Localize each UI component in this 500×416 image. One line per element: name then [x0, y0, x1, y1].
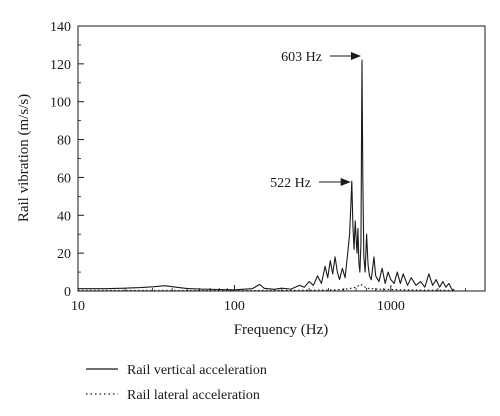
plot-frame [77, 25, 486, 292]
y-tick-label: 40 [57, 209, 71, 224]
annotation-label: 522 Hz [270, 176, 311, 191]
series-vertical-line [78, 59, 455, 291]
y-tick-label: 120 [50, 58, 71, 73]
x-tick-label: 1000 [377, 299, 405, 314]
series-layer [78, 59, 455, 292]
x-tick-label: 10 [71, 299, 85, 314]
annotations: 603 Hz 522 Hz [270, 50, 361, 191]
y-tick-label: 140 [50, 20, 71, 35]
legend-label-vertical: Rail vertical acceleration [127, 363, 267, 378]
annotation-label: 603 Hz [281, 50, 322, 65]
y-tick-label: 0 [64, 285, 71, 300]
y-axis-title: Rail vibration (m/s/s) [16, 94, 32, 222]
y-tick-label: 60 [57, 171, 71, 186]
y-tick-label: 20 [57, 247, 71, 262]
legend: Rail vertical acceleration Rail lateral … [86, 363, 267, 403]
y-tick-label: 80 [57, 134, 71, 149]
x-tick-label: 100 [224, 299, 245, 314]
x-axis-ticks: 10 100 1000 [71, 285, 486, 314]
y-axis-ticks: 0 20 40 60 80 100 120 140 [50, 20, 84, 300]
x-axis-title: Frequency (Hz) [234, 322, 329, 338]
legend-label-lateral: Rail lateral acceleration [127, 388, 260, 403]
y-tick-label: 100 [50, 96, 71, 111]
